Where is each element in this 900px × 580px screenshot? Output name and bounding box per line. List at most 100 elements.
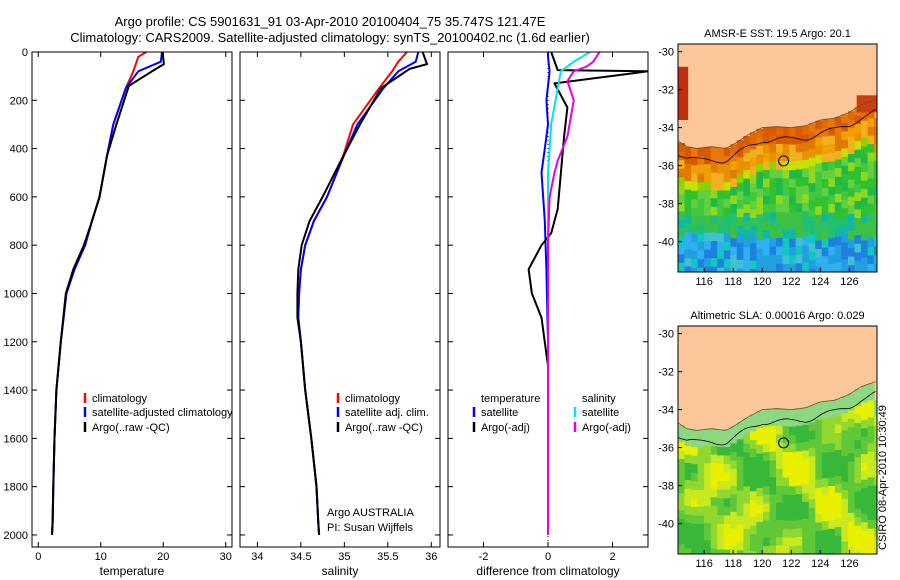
map-cell	[789, 170, 797, 180]
map-cell	[789, 409, 797, 419]
map-x-tick-label: 126	[840, 558, 858, 570]
x-axis-label: salinity	[322, 564, 359, 578]
map-cell	[717, 241, 725, 251]
map-cell	[730, 169, 738, 180]
map-cell	[867, 443, 875, 453]
map-cell	[763, 178, 771, 188]
map-cell	[815, 436, 823, 447]
map-cell	[821, 495, 829, 505]
map-cell	[749, 269, 757, 272]
map-cell	[861, 231, 869, 242]
map-cell	[749, 508, 757, 518]
map-cell	[691, 438, 699, 448]
map-cell	[763, 212, 771, 222]
map-cell	[808, 550, 816, 554]
map-cell	[821, 213, 829, 223]
map-cell	[808, 157, 816, 167]
map-cell	[808, 405, 816, 415]
map-cell	[710, 454, 718, 464]
map-cell	[841, 157, 849, 167]
map-cell	[847, 530, 855, 540]
map-cell	[678, 510, 686, 520]
map-cell	[821, 469, 829, 479]
map-cell	[736, 200, 744, 210]
map-cell	[749, 183, 757, 193]
map-cell	[815, 163, 823, 173]
map-cell	[776, 161, 784, 171]
map-cell	[723, 165, 731, 175]
map-cell	[782, 127, 790, 137]
map-cell	[749, 140, 757, 151]
map-cell	[867, 460, 875, 470]
map-cell	[691, 489, 699, 500]
map-cell	[802, 236, 810, 247]
map-cell	[828, 545, 836, 554]
map-cell	[861, 454, 869, 464]
map-cell	[704, 514, 712, 524]
map-cell	[847, 128, 855, 138]
map-cell	[763, 229, 771, 240]
map-cell	[847, 119, 855, 129]
map-cell	[704, 463, 712, 473]
map-title: AMSR-E SST: 19.5 Argo: 20.1	[704, 28, 851, 40]
map-cell	[756, 539, 764, 549]
map-cell	[749, 491, 757, 501]
map-cell	[841, 242, 849, 252]
map-cell	[756, 505, 764, 515]
map-cell	[789, 178, 797, 188]
map-cell	[723, 472, 731, 482]
map-cell	[782, 520, 790, 530]
map-cell	[854, 534, 862, 544]
map-cell	[710, 463, 718, 473]
map-cell	[691, 250, 699, 260]
map-cell	[847, 230, 855, 241]
map-cell	[691, 173, 699, 183]
map-cell	[821, 546, 829, 554]
map-cell	[684, 445, 692, 456]
map-cell	[704, 215, 712, 225]
map-cell	[684, 223, 692, 233]
map-cell	[821, 230, 829, 240]
map-cell	[704, 189, 712, 200]
map-cell	[821, 452, 829, 462]
map-cell	[821, 119, 829, 129]
map-cell	[736, 157, 744, 167]
map-cell	[723, 250, 731, 260]
map-cell	[678, 442, 686, 452]
map-cell	[834, 176, 842, 186]
map-cell	[815, 419, 823, 429]
map-cell	[841, 199, 849, 209]
map-cell	[749, 132, 757, 142]
map-cell	[749, 542, 757, 552]
map-cell	[756, 197, 764, 207]
map-cell	[704, 266, 712, 272]
map-x-tick-label: 116	[695, 276, 713, 288]
map-cell	[808, 225, 816, 236]
map-cell	[795, 177, 803, 188]
legend-entry: climatology	[345, 393, 401, 405]
map-cell	[743, 537, 751, 547]
map-cell	[795, 434, 803, 444]
map-cell	[795, 451, 803, 461]
map-cell	[684, 206, 692, 216]
map-cell	[736, 234, 744, 244]
map-cell	[763, 255, 771, 265]
map-cell	[710, 198, 718, 208]
map-cell	[789, 512, 797, 522]
map-cell	[867, 503, 875, 513]
map-cell	[861, 257, 869, 267]
map-cell	[847, 145, 855, 155]
map-cell	[821, 427, 829, 437]
map-cell	[769, 229, 777, 239]
map-cell	[691, 507, 699, 517]
map-cell	[795, 135, 803, 145]
map-cell	[854, 508, 862, 518]
map-cell	[743, 178, 751, 188]
map-cell	[821, 504, 829, 514]
map-cell	[710, 258, 718, 268]
map-cell	[684, 437, 692, 447]
map-cell	[684, 531, 692, 541]
map-cell	[723, 147, 731, 158]
map-cell	[834, 552, 842, 554]
map-cell	[697, 430, 705, 440]
